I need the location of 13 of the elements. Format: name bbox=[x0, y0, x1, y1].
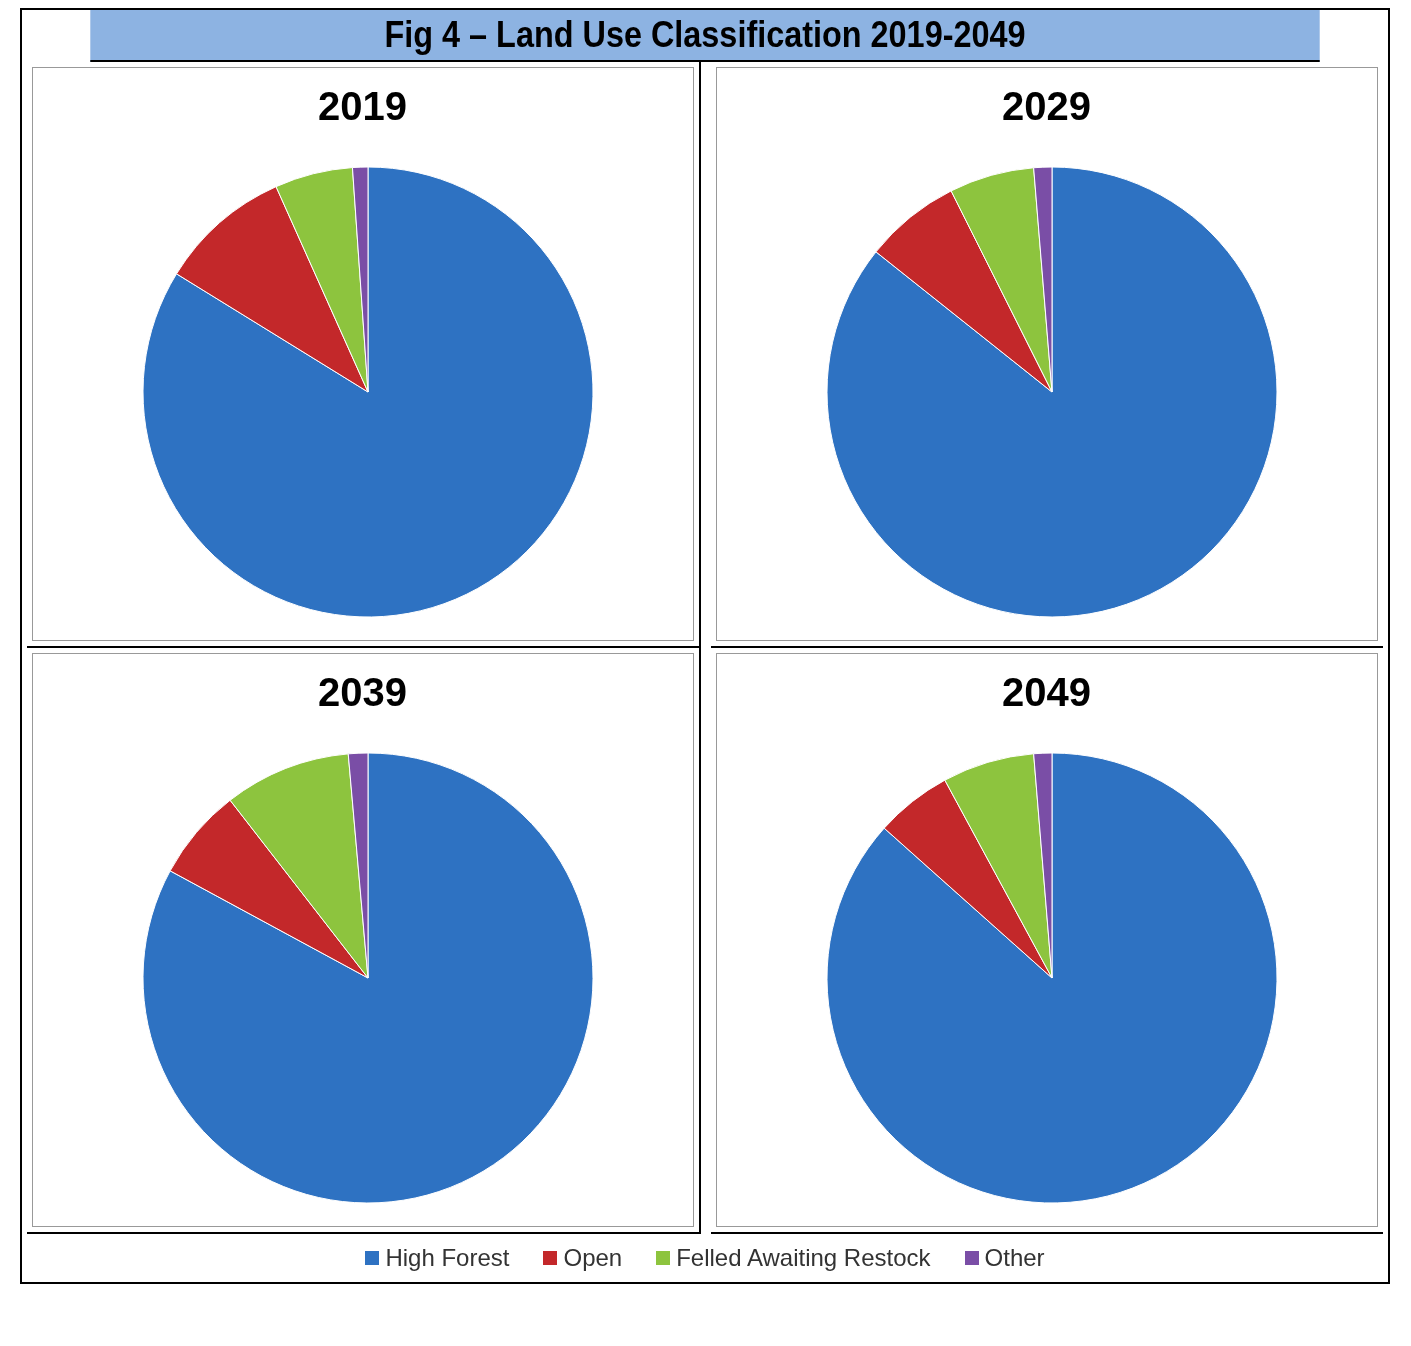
chart-title: 2049 bbox=[1002, 670, 1091, 715]
legend-label: Open bbox=[562, 1244, 623, 1272]
legend-label: Other bbox=[983, 1244, 1045, 1272]
chart-title: 2019 bbox=[318, 84, 407, 129]
caption: Fig 4 – Land Use Classification 2019-2049 bbox=[90, 10, 1320, 62]
pie-slice bbox=[142, 166, 593, 618]
pie-slice bbox=[142, 752, 593, 1204]
pie-slice bbox=[826, 752, 1277, 1204]
pie-slice bbox=[826, 166, 1277, 618]
chart-title: 2029 bbox=[1002, 84, 1091, 129]
legend-label: Felled Awaiting Restock bbox=[675, 1244, 931, 1272]
chart-title: 2039 bbox=[318, 670, 407, 715]
legend-label: High Forest bbox=[384, 1244, 510, 1272]
